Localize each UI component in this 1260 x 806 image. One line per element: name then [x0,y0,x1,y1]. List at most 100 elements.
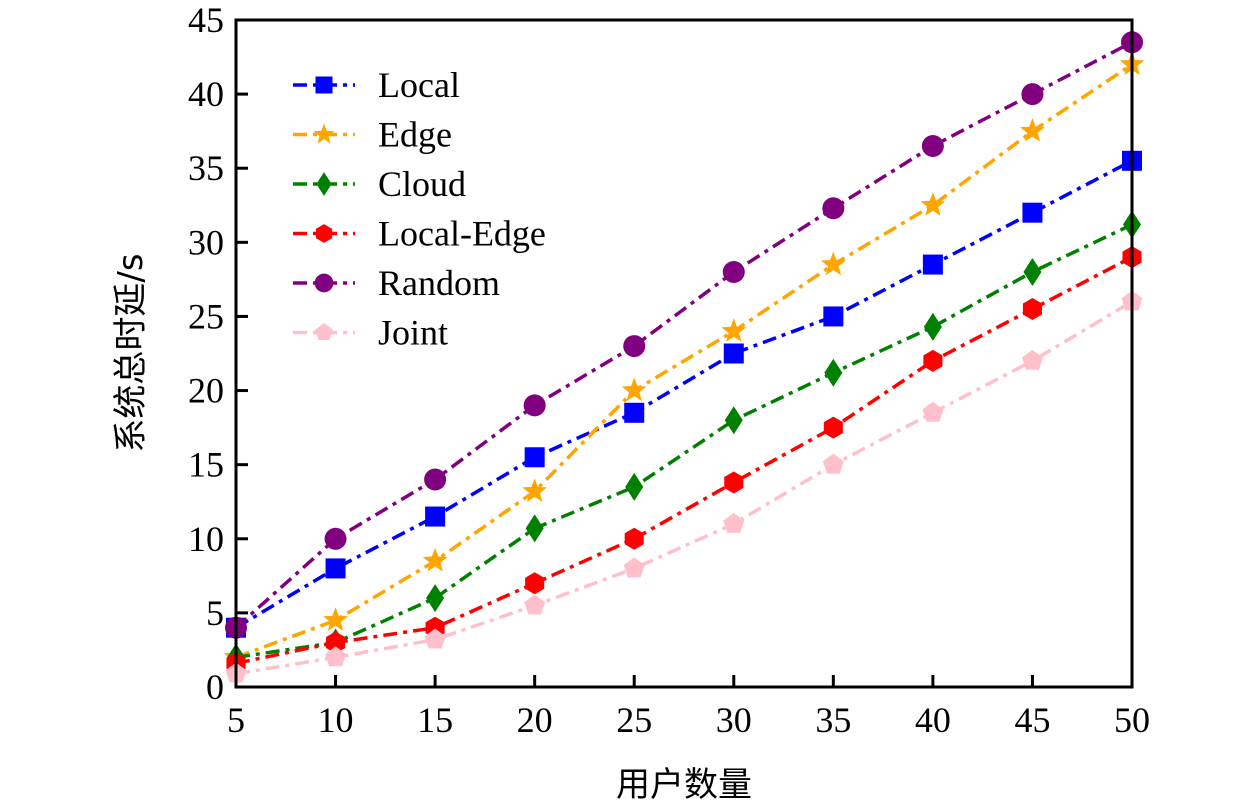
legend-label: Edge [378,115,452,155]
legend-label: Cloud [378,164,466,204]
data-point [523,394,546,417]
data-point [625,472,644,501]
data-point [525,514,544,543]
legend-item: Joint [293,313,448,353]
y-tick-label: 0 [206,667,224,707]
data-point [326,631,346,654]
x-tick-label: 30 [716,700,752,740]
data-point [722,260,745,283]
data-point [426,584,445,613]
series-cloud [227,210,1141,672]
data-point [721,318,747,342]
data-point [1022,298,1042,321]
data-point [424,628,446,649]
x-tick-label: 10 [318,700,354,740]
legend-item: Edge [293,115,452,155]
series-local-edge [226,246,1142,675]
y-tick-label: 40 [188,74,224,114]
data-point [822,453,844,474]
series-line [234,40,1133,630]
data-point [424,468,447,491]
data-point [922,254,943,275]
series-layer [223,31,1145,683]
legend-marker [315,323,333,341]
series-random [225,31,1143,639]
x-tick-label: 40 [915,700,951,740]
y-tick-label: 35 [188,148,224,188]
data-point [922,401,944,422]
legend-label: Local-Edge [378,214,546,254]
legend-label: Local [378,65,460,105]
series-local [226,150,1142,638]
data-point [1021,349,1043,370]
data-point [624,527,644,550]
legend-marker [315,76,333,94]
data-point [325,646,347,667]
x-tick-label: 5 [227,700,245,740]
data-point [921,134,944,157]
series-joint [225,290,1143,683]
legend: Local Edge Cloud Local-Edge Random Joint [293,65,546,353]
data-point [524,594,546,615]
y-tick-label: 45 [188,0,224,40]
data-point [823,416,843,439]
data-point [621,377,647,402]
data-point [723,512,745,533]
series-line [235,63,1133,660]
plot-frame [234,18,1134,689]
x-tick-label: 50 [1114,700,1150,740]
data-point [723,343,744,364]
data-point [923,349,943,372]
legend-item: Random [293,263,500,303]
y-tick-label: 15 [188,445,224,485]
y-axis-title: 系统总时延/s [111,253,151,452]
data-point [1022,202,1043,223]
data-point [624,402,645,423]
legend-item: Local [293,65,460,105]
data-point [525,572,545,595]
data-point [724,406,743,435]
y-tick-label: 10 [188,519,224,559]
data-point [324,527,347,550]
data-point [425,506,446,527]
y-tick-label: 5 [206,593,224,633]
data-point [823,306,844,327]
x-tick-label: 15 [417,700,453,740]
legend-marker [314,273,334,293]
data-point [524,447,545,468]
data-point [1021,83,1044,106]
y-tick-label: 20 [188,371,224,411]
data-point [724,471,744,494]
data-point [822,197,845,220]
series-line [235,255,1133,665]
data-point [422,548,448,572]
data-point [1020,118,1045,142]
legend-marker [313,123,335,144]
data-point [623,335,646,358]
series-line [235,159,1133,630]
x-tick-label: 35 [815,700,851,740]
x-axis-title: 用户数量 [616,765,752,805]
x-tick-label: 45 [1014,700,1050,740]
data-point [325,558,346,579]
data-point [824,358,843,387]
legend-marker [315,224,333,243]
data-point [1023,257,1042,286]
data-point [923,312,942,341]
data-point [522,478,548,502]
data-point [920,192,946,216]
y-tick-label: 30 [188,222,224,262]
legend-item: Local-Edge [293,214,546,254]
series-edge [223,51,1145,668]
legend-label: Random [378,263,500,303]
legend-label: Joint [378,313,448,353]
legend-item: Cloud [293,164,466,204]
data-point [820,251,846,276]
data-point [323,607,348,631]
legend-marker [316,172,332,196]
x-tick-label: 20 [517,700,553,740]
series-line [235,222,1133,660]
x-tick-label: 25 [616,700,652,740]
data-point [623,557,645,578]
